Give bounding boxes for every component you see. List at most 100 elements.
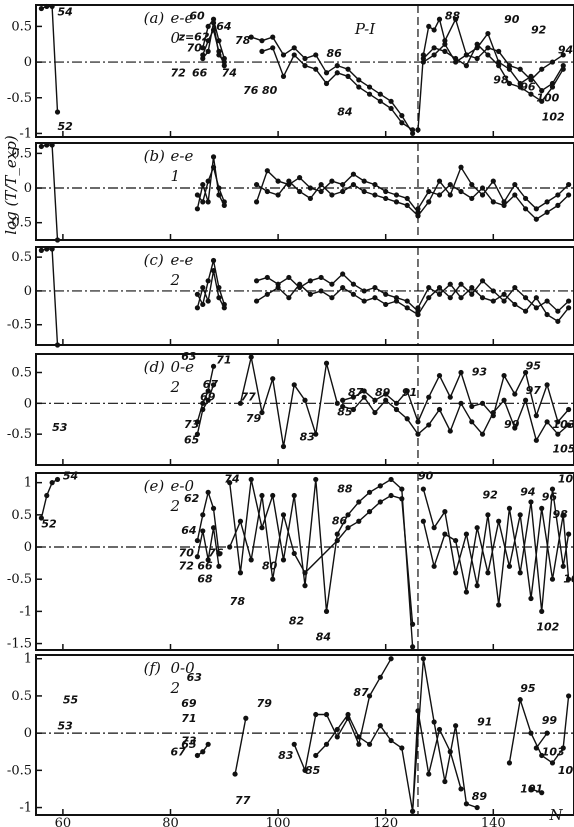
- panel-type-label: e-e: [171, 9, 194, 27]
- data-point: [539, 505, 545, 511]
- x-tick-label: 100: [266, 816, 291, 827]
- data-point: [420, 486, 426, 492]
- data-point: [544, 298, 550, 304]
- data-point: [479, 185, 486, 191]
- data-point: [329, 295, 335, 301]
- data-point: [426, 771, 432, 777]
- data-point: [334, 400, 340, 406]
- data-point: [44, 3, 50, 10]
- data-point: [566, 576, 572, 582]
- data-point: [221, 305, 227, 311]
- y-tick-label: -1.5: [7, 637, 32, 652]
- point-label: 76: [208, 547, 224, 560]
- data-point: [329, 281, 335, 287]
- data-point: [447, 394, 453, 400]
- data-point: [44, 142, 50, 148]
- data-point: [469, 195, 475, 202]
- data-point: [463, 589, 469, 595]
- data-point: [436, 192, 443, 198]
- panel-sub-label: 0: [171, 29, 181, 47]
- point-label: 96: [542, 491, 558, 504]
- data-point: [205, 278, 211, 284]
- data-point: [205, 388, 211, 394]
- data-point: [393, 192, 400, 198]
- data-point: [506, 505, 513, 511]
- data-point: [340, 397, 346, 403]
- data-point: [431, 719, 437, 725]
- point-label: 80: [262, 84, 278, 97]
- data-point: [469, 403, 475, 410]
- data-point: [426, 394, 432, 400]
- data-point: [469, 419, 475, 425]
- data-point: [372, 192, 378, 198]
- series-line: [40, 478, 58, 519]
- data-point: [248, 354, 254, 360]
- data-point: [216, 563, 222, 569]
- point-label: 66: [192, 66, 208, 79]
- data-point: [383, 188, 389, 195]
- point-label: 94: [558, 44, 573, 57]
- series-line: [256, 283, 419, 316]
- series-line: [229, 494, 414, 625]
- data-point: [264, 188, 270, 195]
- data-point: [253, 298, 260, 304]
- data-point: [329, 178, 335, 184]
- point-label: 72: [179, 560, 195, 573]
- data-point: [38, 143, 44, 150]
- data-point: [210, 505, 217, 511]
- y-tick-label: 0.5: [11, 689, 32, 704]
- data-point: [253, 199, 260, 205]
- data-point: [280, 52, 287, 58]
- data-point: [205, 178, 211, 184]
- point-label: 78: [235, 34, 251, 47]
- y-tick-label: -1: [19, 126, 32, 141]
- data-point: [453, 570, 459, 576]
- data-point: [490, 298, 496, 304]
- data-point: [200, 749, 206, 755]
- panel-frame: [35, 472, 574, 651]
- data-point: [54, 342, 61, 348]
- y-tick-label: 0.5: [11, 146, 32, 161]
- data-point: [377, 91, 383, 97]
- point-label: 87: [348, 386, 364, 399]
- data-point: [200, 406, 206, 413]
- data-point: [205, 489, 211, 495]
- point-label: 89: [472, 790, 488, 803]
- data-point: [420, 518, 426, 524]
- data-point: [512, 192, 518, 198]
- data-point: [275, 284, 281, 291]
- data-point: [227, 480, 233, 486]
- data-point: [512, 301, 518, 308]
- data-point: [522, 369, 529, 376]
- y-tick-label: 1: [24, 652, 32, 667]
- data-point: [350, 181, 357, 188]
- data-point: [496, 48, 502, 54]
- data-point: [410, 808, 416, 814]
- data-point: [205, 199, 211, 205]
- data-point: [216, 52, 222, 58]
- data-point: [383, 301, 389, 308]
- data-point: [522, 206, 529, 212]
- point-label: 77: [240, 390, 256, 403]
- data-point: [366, 84, 373, 90]
- data-point: [447, 181, 453, 188]
- data-point: [286, 178, 292, 184]
- data-point: [549, 576, 556, 582]
- data-point: [340, 403, 346, 410]
- point-label: 54: [63, 469, 78, 482]
- data-point: [366, 509, 373, 515]
- data-point: [313, 431, 319, 437]
- point-label: 73: [184, 418, 200, 431]
- data-point: [404, 202, 410, 208]
- data-point: [194, 752, 200, 759]
- data-point: [377, 98, 383, 104]
- data-point: [447, 295, 453, 301]
- point-label: 97: [526, 384, 542, 397]
- data-point: [200, 55, 206, 62]
- panel-type-label: e-e: [171, 147, 194, 165]
- data-point: [366, 741, 373, 747]
- point-label: 52: [41, 518, 57, 531]
- point-label: 90: [418, 469, 434, 482]
- data-point: [377, 483, 383, 489]
